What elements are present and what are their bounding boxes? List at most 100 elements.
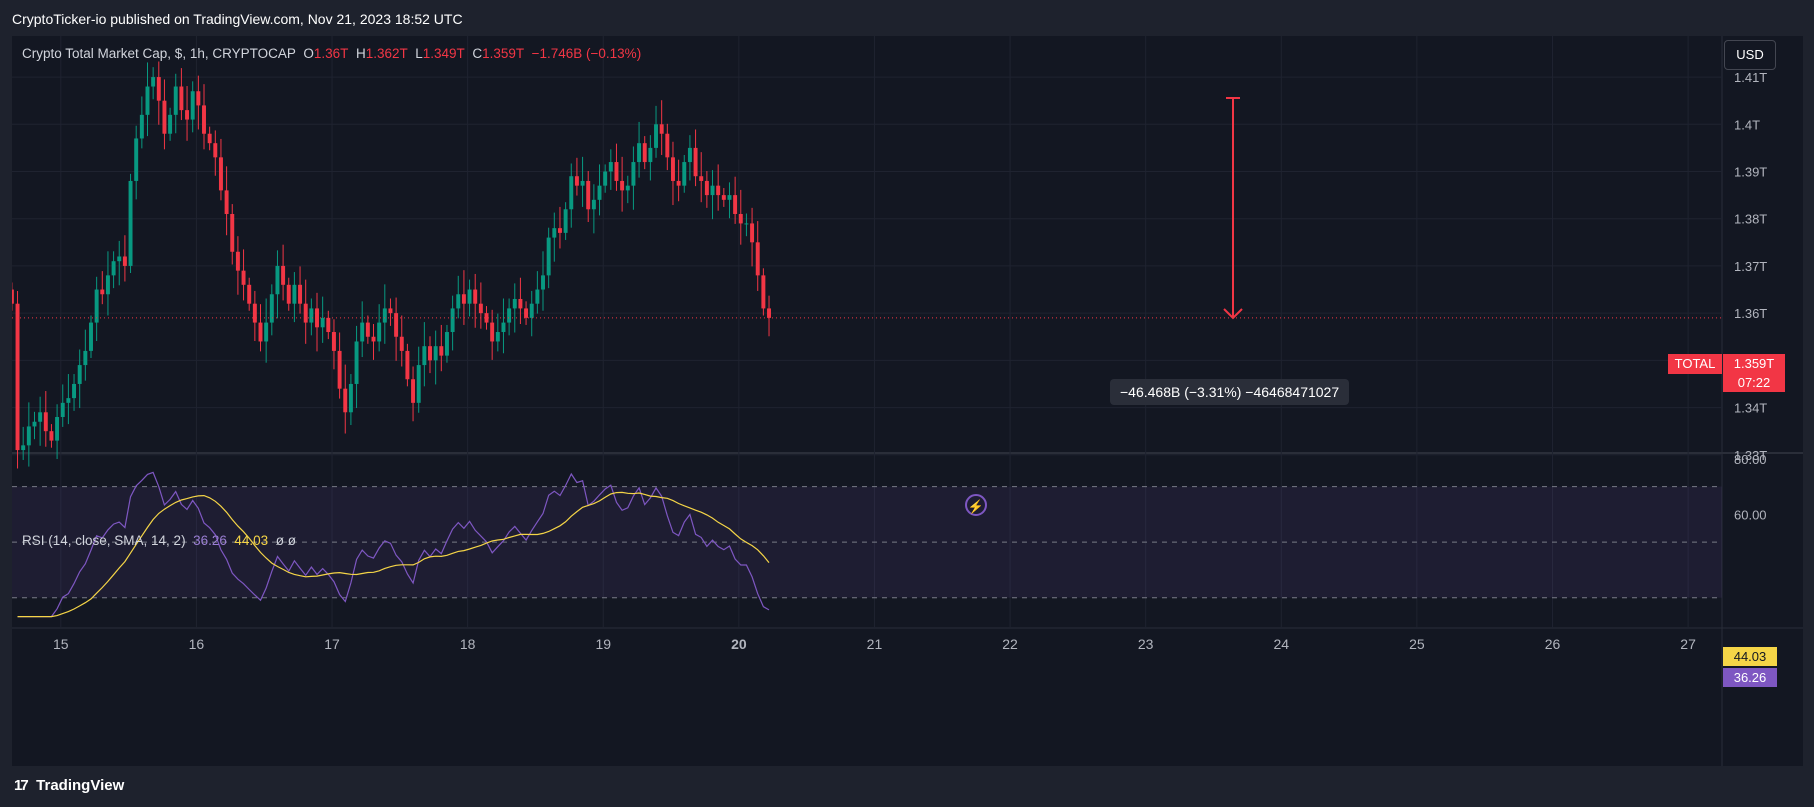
candle-down xyxy=(286,284,291,304)
candle-down xyxy=(642,143,647,163)
candle-up xyxy=(563,209,568,233)
candle-up xyxy=(128,180,133,266)
candle-up xyxy=(507,308,512,323)
last-price-value: 1.359T xyxy=(1733,356,1775,371)
candle-down xyxy=(179,86,184,111)
candle-down xyxy=(281,265,286,285)
rsi-tick-label: 60.00 xyxy=(1734,507,1767,522)
candle-down xyxy=(428,346,432,361)
candle-up xyxy=(60,402,65,418)
candle-up xyxy=(552,228,557,238)
currency-button[interactable]: USD xyxy=(1724,40,1776,70)
candle-down xyxy=(614,162,619,181)
candle-down xyxy=(670,157,675,181)
time-tick-label: 21 xyxy=(867,636,883,652)
rsi-title[interactable]: RSI (14, close, SMA, 14, 2) xyxy=(22,533,186,548)
high-value: 1.362T xyxy=(365,46,408,61)
candle-down xyxy=(15,303,20,451)
publisher-bar: CryptoTicker-io published on TradingView… xyxy=(0,0,1814,36)
candle-up xyxy=(591,199,596,210)
symbol-price-label: TOTAL xyxy=(1668,354,1722,374)
candle-up xyxy=(134,138,139,181)
high-label: H xyxy=(355,46,366,61)
candle-down xyxy=(574,176,579,186)
candle-up xyxy=(168,114,173,134)
time-tick-label: 23 xyxy=(1138,636,1154,652)
time-tick-label: 19 xyxy=(595,636,611,652)
candle-up xyxy=(727,195,732,200)
candle-up xyxy=(744,223,749,225)
candle-down xyxy=(303,303,308,323)
candle-down xyxy=(518,298,523,309)
symbol-title[interactable]: Crypto Total Market Cap, $, 1h, CRYPTOCA… xyxy=(22,46,296,61)
measure-label: −46.468B (−3.31%) −46468471027 xyxy=(1110,379,1350,405)
candle-up xyxy=(360,322,365,342)
candle-up xyxy=(416,365,421,403)
rsi-legend: RSI (14, close, SMA, 14, 2) 36.26 44.03 … xyxy=(22,533,296,548)
candle-down xyxy=(699,176,704,181)
price-tick-label: 1.4T xyxy=(1734,117,1760,132)
candle-down xyxy=(196,91,201,106)
candle-down xyxy=(394,313,399,337)
candle-up xyxy=(309,308,314,323)
rsi-axis-label: 36.26 xyxy=(1723,668,1777,687)
time-tick-label: 17 xyxy=(324,636,340,652)
candle-up xyxy=(354,341,359,384)
tradingview-logo-text: TradingView xyxy=(36,777,125,794)
candle-down xyxy=(331,332,336,351)
candle-up xyxy=(501,322,506,333)
price-tick-label: 1.39T xyxy=(1734,165,1767,180)
candle-up xyxy=(580,180,585,186)
low-value: 1.349T xyxy=(422,46,465,61)
candle-up xyxy=(94,289,99,323)
publisher-text: CryptoTicker-io published on TradingView… xyxy=(12,11,463,27)
candle-up xyxy=(631,162,636,186)
candle-down xyxy=(411,379,416,403)
chart-svg[interactable]: 1.41T1.4T1.39T1.38T1.37T1.36T1.35T1.34T1… xyxy=(12,36,1803,766)
candle-up xyxy=(467,289,472,304)
candle-up xyxy=(320,317,325,328)
lightning-icon[interactable]: ⚡ xyxy=(965,494,987,516)
time-tick-label: 18 xyxy=(460,636,476,652)
candle-down xyxy=(620,180,625,191)
candle-up xyxy=(72,383,77,399)
candle-down xyxy=(12,289,14,304)
candle-down xyxy=(733,195,738,214)
rsi-legend-extra: ø ø xyxy=(275,533,296,548)
time-tick-label: 20 xyxy=(731,636,747,652)
candle-down xyxy=(224,190,229,214)
candle-down xyxy=(337,350,342,389)
close-label: C xyxy=(472,46,483,61)
chart-frame[interactable]: 1.41T1.4T1.39T1.38T1.37T1.36T1.35T1.34T1… xyxy=(12,36,1803,766)
candle-down xyxy=(439,346,444,356)
candle-down xyxy=(478,303,483,314)
candle-up xyxy=(292,284,297,304)
price-tick-label: 1.37T xyxy=(1734,259,1767,274)
candle-up xyxy=(275,265,280,295)
candle-up xyxy=(190,91,195,120)
candle-up xyxy=(654,124,658,148)
candle-down xyxy=(490,322,495,342)
candle-down xyxy=(343,388,348,413)
tradingview-logo-mark: 17 xyxy=(14,777,29,794)
close-value: 1.359T xyxy=(482,46,525,61)
measure-arrow-head xyxy=(1223,308,1243,320)
candle-up xyxy=(89,322,93,351)
candle-down xyxy=(557,228,562,233)
candle-down xyxy=(399,336,404,351)
candle-up xyxy=(21,445,26,451)
candle-up xyxy=(541,275,545,290)
candle-down xyxy=(767,308,772,318)
price-tick-label: 1.33T xyxy=(1734,448,1767,463)
candle-down xyxy=(252,303,257,323)
symbol-legend: Crypto Total Market Cap, $, 1h, CRYPTOCA… xyxy=(22,46,641,61)
candle-down xyxy=(665,133,670,158)
candle-down xyxy=(738,213,743,224)
candle-up xyxy=(512,298,517,309)
candle-up xyxy=(151,77,156,87)
bar-countdown: 07:22 xyxy=(1737,375,1771,390)
tradingview-logo[interactable]: 17 TradingView xyxy=(14,777,124,794)
price-tick-label: 1.36T xyxy=(1734,306,1767,321)
candle-down xyxy=(721,195,726,200)
candle-down xyxy=(49,431,54,441)
